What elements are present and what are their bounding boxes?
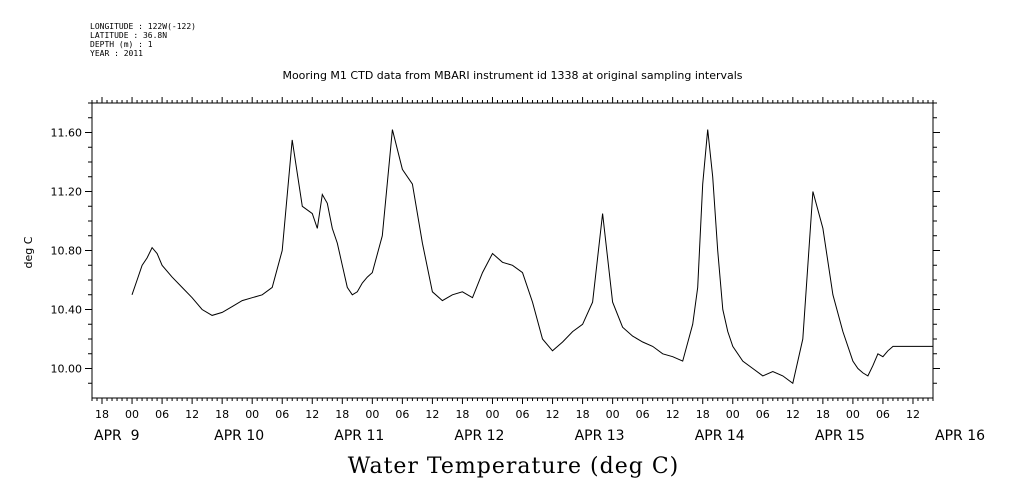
- hour-tick-label: 12: [185, 408, 199, 421]
- hour-tick-label: 18: [215, 408, 229, 421]
- hour-tick-label: 06: [876, 408, 890, 421]
- hour-tick-label: 00: [485, 408, 499, 421]
- day-label: APR 15: [815, 428, 865, 444]
- hour-tick-label: 00: [125, 408, 139, 421]
- day-label: APR 9: [94, 428, 140, 444]
- hour-tick-label: 06: [636, 408, 650, 421]
- day-label: APR 14: [695, 428, 745, 444]
- hour-tick-label: 18: [576, 408, 590, 421]
- depth-label: DEPTH (m) : 1: [90, 40, 153, 49]
- hour-tick-label: 18: [816, 408, 830, 421]
- metadata-block: LONGITUDE : 122W(-122) LATITUDE : 36.8N …: [90, 22, 196, 58]
- x-tick-labels: 18 00 06 12 18 00 06 12 18 00 06 12 18 00 06 12 18 00 06 12…: [94, 408, 985, 444]
- y-tick-labels: 10.00 10.40 10.80 11.20 11.60: [51, 127, 83, 376]
- hour-tick-label: 00: [726, 408, 740, 421]
- hour-tick-label: 12: [786, 408, 800, 421]
- y-tick-label: 11.60: [51, 127, 83, 140]
- hour-tick-label: 00: [846, 408, 860, 421]
- y-axis-label: deg C: [22, 236, 35, 268]
- day-label: APR 10: [214, 428, 264, 444]
- chart-title: Mooring M1 CTD data from MBARI instrumen…: [282, 69, 743, 82]
- hour-tick-label: 18: [95, 408, 109, 421]
- hour-tick-label: 12: [425, 408, 439, 421]
- hour-tick-label: 18: [335, 408, 349, 421]
- tick-marks: [85, 97, 940, 404]
- y-tick-label: 10.80: [51, 245, 83, 258]
- hour-tick-label: 12: [546, 408, 560, 421]
- hour-tick-label: 06: [395, 408, 409, 421]
- hour-tick-label: 06: [155, 408, 169, 421]
- hour-tick-label: 00: [606, 408, 620, 421]
- hour-tick-label: 06: [756, 408, 770, 421]
- year-label: YEAR : 2011: [90, 49, 143, 58]
- hour-tick-label: 12: [666, 408, 680, 421]
- longitude-label: LONGITUDE : 122W(-122): [90, 22, 196, 31]
- hour-tick-label: 18: [455, 408, 469, 421]
- hour-tick-label: 00: [245, 408, 259, 421]
- day-label: APR 11: [334, 428, 384, 444]
- hour-tick-label: 00: [365, 408, 379, 421]
- plot-frame: [91, 102, 934, 399]
- day-label: APR 16: [935, 428, 985, 444]
- day-label: APR 12: [454, 428, 504, 444]
- hour-tick-label: 12: [305, 408, 319, 421]
- day-label: APR 13: [575, 428, 625, 444]
- y-tick-label: 10.40: [51, 304, 83, 317]
- hour-tick-label: 06: [275, 408, 289, 421]
- y-tick-label: 11.20: [51, 186, 83, 199]
- x-axis-label: Water Temperature (deg C): [347, 454, 680, 479]
- latitude-label: LATITUDE : 36.8N: [90, 31, 168, 40]
- series-line: [131, 129, 933, 385]
- y-tick-label: 10.00: [51, 363, 83, 376]
- hour-tick-label: 18: [696, 408, 710, 421]
- hour-tick-label: 06: [516, 408, 530, 421]
- hour-tick-label: 12: [906, 408, 920, 421]
